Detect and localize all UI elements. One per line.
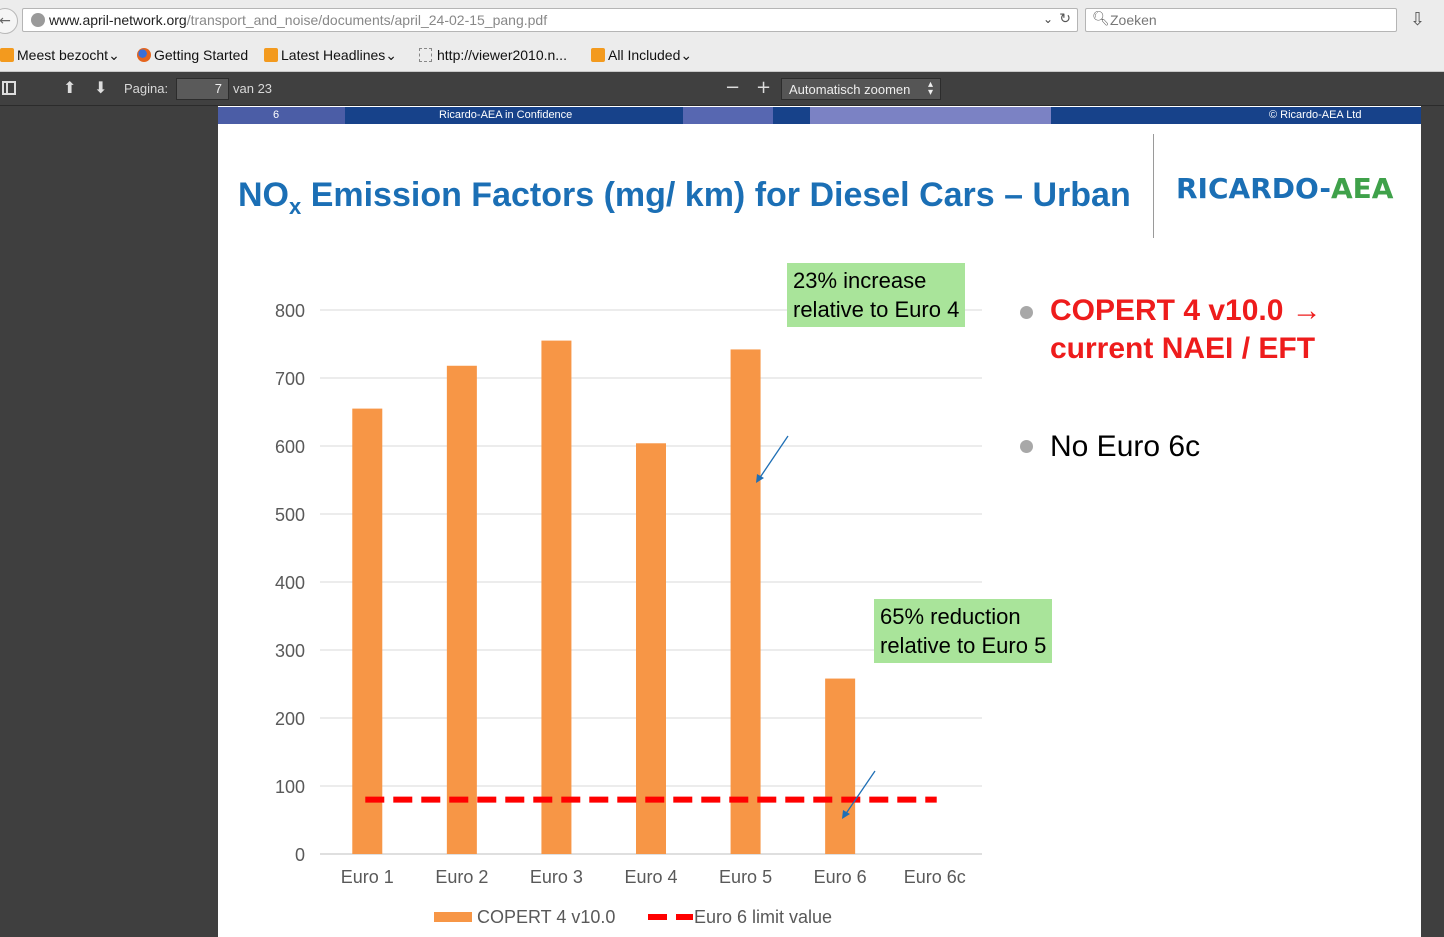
x-tick-label: Euro 1 xyxy=(341,867,394,887)
bookmark-label: All Included xyxy=(608,47,681,63)
bullet-line: No Euro 6c xyxy=(1050,430,1201,463)
zoom-select[interactable]: Automatisch zoomen ▴ ▾ xyxy=(781,78,941,100)
bullet-dot-icon xyxy=(1020,306,1033,319)
callout-line: 65% reduction xyxy=(880,604,1021,629)
bookmark-label: Meest bezocht xyxy=(17,47,109,63)
slide-title: NOx Emission Factors (mg/ km) for Diesel… xyxy=(238,176,1131,219)
callout-arrowhead xyxy=(842,810,850,819)
reload-icon[interactable]: ↻ xyxy=(1059,11,1071,27)
callout-line: 23% increase xyxy=(793,268,927,293)
bullet-list: COPERT 4 v10.0 → current NAEI / EFT No E… xyxy=(1018,292,1322,466)
bar xyxy=(446,365,477,854)
callout-pointer xyxy=(758,435,789,480)
page-total: van 23 xyxy=(233,81,273,96)
bar xyxy=(541,340,572,855)
x-tick-label: Euro 4 xyxy=(624,867,677,887)
rss-icon xyxy=(0,48,14,62)
zoom-select-label: Automatisch zoomen xyxy=(789,82,911,97)
bookmark-label: Latest Headlines xyxy=(281,47,386,63)
select-arrows-icon: ▴ ▾ xyxy=(927,79,933,98)
chevron-down-icon: ⌄ xyxy=(680,47,693,63)
slide-number: 6 xyxy=(273,109,280,121)
rss-icon xyxy=(591,48,605,62)
search-placeholder: Zoeken xyxy=(1110,12,1157,28)
y-tick-label: 400 xyxy=(275,573,305,593)
y-tick-label: 300 xyxy=(275,641,305,661)
blank-page-icon xyxy=(419,48,432,62)
header-segment xyxy=(218,107,345,124)
bar xyxy=(636,443,666,854)
x-tick-label: Euro 6c xyxy=(904,867,966,887)
x-tick-label: Euro 6 xyxy=(814,867,867,887)
bullet-no-euro6c: No Euro 6c xyxy=(1018,428,1322,466)
copyright-label: © Ricardo-AEA Ltd xyxy=(1269,109,1362,121)
header-segment xyxy=(683,107,773,124)
bookmarks-toolbar: Meest bezocht⌄ Getting Started Latest Head… xyxy=(0,40,1444,72)
callout-increase: 23% increase relative to Euro 4 xyxy=(787,263,966,327)
bar xyxy=(730,349,761,854)
y-tick-label: 700 xyxy=(275,369,305,389)
ricardo-aea-logo: RICARDO-AEA xyxy=(1176,172,1394,205)
search-icon: 🔍︎ xyxy=(1092,11,1110,27)
url-dropdown-icon[interactable]: ⌄ xyxy=(1042,12,1053,26)
x-tick-label: Euro 3 xyxy=(530,867,583,887)
y-tick-label: 600 xyxy=(275,437,305,457)
bookmark-item[interactable]: http://viewer2010.n... xyxy=(419,47,567,63)
chevron-down-icon: ⌄ xyxy=(385,47,398,63)
previous-page-icon[interactable]: ⬆ xyxy=(63,78,77,97)
bullet-line: current NAEI / EFT xyxy=(1050,332,1316,365)
rss-icon xyxy=(264,48,278,62)
url-text[interactable]: www.april-network.org/transport_and_nois… xyxy=(49,12,548,28)
x-tick-label: Euro 5 xyxy=(719,867,772,887)
callout-pointer xyxy=(844,770,876,816)
y-tick-label: 500 xyxy=(275,505,305,525)
bullet-line: COPERT 4 v10.0 → xyxy=(1050,294,1322,327)
page-number-input[interactable]: 7 xyxy=(176,78,229,100)
y-tick-label: 0 xyxy=(295,845,305,865)
zoom-in-button[interactable]: + xyxy=(756,77,772,98)
bullet-dot-icon xyxy=(1020,440,1033,453)
chevron-down-icon: ⌄ xyxy=(108,47,120,63)
page-label: Pagina: xyxy=(124,81,169,96)
bookmark-item[interactable]: Getting Started xyxy=(137,47,248,63)
legend-label: COPERT 4 v10.0 xyxy=(477,907,615,927)
bookmark-item[interactable]: Meest bezocht⌄ xyxy=(0,47,120,64)
url-bar[interactable]: www.april-network.org/transport_and_nois… xyxy=(22,8,1078,32)
zoom-out-button[interactable]: − xyxy=(725,77,741,98)
navigation-toolbar: ← www.april-network.org/transport_and_no… xyxy=(0,0,1444,40)
bar xyxy=(352,408,383,854)
next-page-icon[interactable]: ⬇ xyxy=(94,78,108,97)
legend-swatch-bars xyxy=(434,912,472,922)
bookmark-item[interactable]: All Included⌄ xyxy=(591,47,692,64)
confidential-label: Ricardo-AEA in Confidence xyxy=(439,109,573,121)
globe-icon xyxy=(31,13,45,27)
pdf-toolbar: ⬆ ⬇ Pagina: 7 van 23 − + Automatisch zoo… xyxy=(0,72,1444,106)
bar xyxy=(825,678,856,854)
download-icon[interactable]: ⇩ xyxy=(1410,9,1426,30)
callout-reduction: 65% reduction relative to Euro 5 xyxy=(874,599,1053,663)
callout-arrowhead xyxy=(756,474,764,483)
y-tick-label: 800 xyxy=(275,301,305,321)
bookmark-label: http://viewer2010.n... xyxy=(437,47,567,63)
back-button[interactable]: ← xyxy=(0,8,18,34)
x-tick-label: Euro 2 xyxy=(435,867,488,887)
y-tick-label: 100 xyxy=(275,777,305,797)
bookmark-item[interactable]: Latest Headlines⌄ xyxy=(264,47,397,64)
pdf-page: 6 Ricardo-AEA in Confidence © Ricardo-AE… xyxy=(218,106,1421,937)
header-segment xyxy=(810,107,1051,124)
nox-bar-chart: 0 100 200 300 400 500 600 700 800 Euro 1 Euro 2 Eur… xyxy=(275,301,982,927)
legend-label: Euro 6 limit value xyxy=(694,907,832,927)
sidebar-toggle-icon[interactable] xyxy=(2,81,16,95)
callout-line: relative to Euro 4 xyxy=(793,297,960,322)
y-tick-label: 200 xyxy=(275,709,305,729)
search-input[interactable]: 🔍︎ Zoeken xyxy=(1085,8,1397,32)
bullet-copert: COPERT 4 v10.0 → current NAEI / EFT xyxy=(1018,292,1322,368)
firefox-icon xyxy=(137,48,151,62)
logo-divider xyxy=(1153,134,1154,238)
callout-line: relative to Euro 5 xyxy=(880,633,1047,658)
slide-header-bar: 6 Ricardo-AEA in Confidence © Ricardo-AE… xyxy=(218,107,1421,124)
bookmark-label: Getting Started xyxy=(154,47,249,63)
